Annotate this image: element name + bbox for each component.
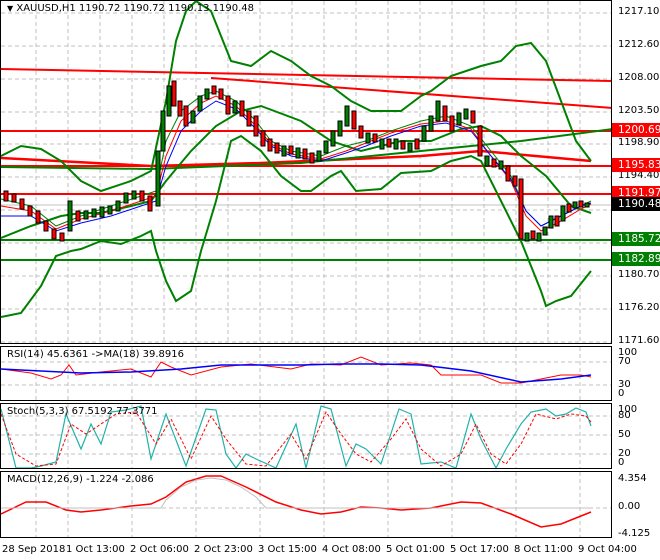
- level-tag-1185-72: 1185.72: [612, 232, 660, 246]
- price-tick: 1203.50: [618, 105, 660, 116]
- level-tag-1191-97: 1191.97: [612, 186, 660, 200]
- rsi-canvas: [1, 347, 611, 400]
- price-tick: 1217.10: [618, 6, 660, 17]
- trendline-green: [1, 128, 611, 171]
- price-tick: 1171.60: [618, 335, 660, 346]
- time-label: 1 Oct 13:00: [66, 544, 125, 555]
- level-tag-1195-83: 1195.83: [612, 158, 660, 172]
- level-tag-1200-69: 1200.69: [612, 123, 660, 137]
- level-tag-1182-89: 1182.89: [612, 252, 660, 266]
- rsi-axis: 100 70 30 0: [612, 346, 660, 401]
- price-tick: 1180.70: [618, 269, 660, 280]
- price-chart-panel[interactable]: ▼ XAUUSD,H1 1190.72 1190.72 1190.13 1190…: [0, 0, 612, 344]
- macd-canvas: [1, 472, 611, 537]
- macd-tick: 4.354: [618, 473, 647, 484]
- time-label: 8 Oct 11:00: [514, 544, 573, 555]
- time-label: 9 Oct 04:00: [578, 544, 637, 555]
- price-axis[interactable]: 1217.10 1212.60 1208.00 1203.50 1198.90 …: [612, 0, 660, 346]
- stochastic-title: Stoch(5,3,3) 67.5192 77.3771: [7, 406, 158, 417]
- stochastic-canvas: [1, 404, 611, 468]
- rsi-title: RSI(14) 45.6361 ->MA(18) 39.8916: [7, 349, 184, 360]
- time-label: 2 Oct 23:00: [194, 544, 253, 555]
- trendline-middle: [210, 77, 611, 109]
- rsi-tick: 0: [618, 388, 625, 399]
- bollinger-middle: [1, 104, 592, 239]
- time-label: 5 Oct 17:00: [450, 544, 509, 555]
- open-value: 1190.72: [78, 3, 121, 14]
- low-value: 1190.13: [168, 3, 210, 14]
- macd-title: MACD(12,26,9) -1.224 -2.086: [7, 474, 154, 485]
- price-tick: 1176.20: [618, 302, 660, 313]
- macd-tick: 0.00: [618, 501, 641, 512]
- macd-tick: -4.125: [618, 528, 651, 539]
- time-label: 3 Oct 15:00: [258, 544, 317, 555]
- stoch-tick: 0: [618, 457, 625, 468]
- time-label: 28 Sep 2018: [2, 544, 66, 555]
- macd-axis: 4.354 0.00 -4.125: [612, 471, 660, 539]
- price-chart-canvas: [1, 1, 611, 343]
- rsi-panel[interactable]: RSI(14) 45.6361 ->MA(18) 39.8916: [0, 346, 612, 401]
- macd-signal-line: [1, 475, 592, 528]
- price-tick: 1198.90: [618, 137, 660, 148]
- candles: [3, 80, 590, 242]
- high-value: 1190.72: [123, 3, 165, 14]
- macd-histogram: [1, 477, 591, 509]
- close-value: 1190.48: [212, 3, 254, 14]
- price-tick: 1208.00: [618, 72, 660, 83]
- price-tick: 1194.40: [618, 170, 660, 181]
- bollinger-lower: [1, 134, 592, 318]
- bollinger-upper: [1, 1, 592, 193]
- time-axis: 28 Sep 2018 1 Oct 13:00 2 Oct 06:00 2 Oc…: [0, 540, 660, 560]
- stoch-tick: 80: [618, 410, 631, 421]
- grid: [1, 1, 611, 343]
- stochastic-panel[interactable]: Stoch(5,3,3) 67.5192 77.3771: [0, 403, 612, 469]
- rsi-tick: 100: [618, 347, 638, 358]
- macd-panel[interactable]: MACD(12,26,9) -1.224 -2.086: [0, 471, 612, 538]
- price-tick: 1212.60: [618, 39, 660, 50]
- chart-header: ▼ XAUUSD,H1 1190.72 1190.72 1190.13 1190…: [7, 3, 254, 14]
- time-label: 2 Oct 06:00: [130, 544, 189, 555]
- time-label: 4 Oct 08:00: [322, 544, 381, 555]
- trendline-upper: [1, 68, 611, 82]
- stoch-tick: 100: [618, 404, 638, 415]
- rsi-tick: 70: [618, 356, 631, 367]
- current-price-tag: 1190.48: [612, 197, 660, 211]
- stochastic-axis: 100 80 50 20 0: [612, 403, 660, 469]
- stoch-tick: 50: [618, 429, 631, 440]
- time-label: 5 Oct 01:00: [386, 544, 445, 555]
- triangle-down-icon[interactable]: ▼: [7, 4, 14, 13]
- symbol-label: XAUUSD,H1: [16, 3, 76, 14]
- rsi-tick: 30: [618, 379, 631, 390]
- ma-blue: [1, 100, 592, 232]
- stoch-tick: 20: [618, 448, 631, 459]
